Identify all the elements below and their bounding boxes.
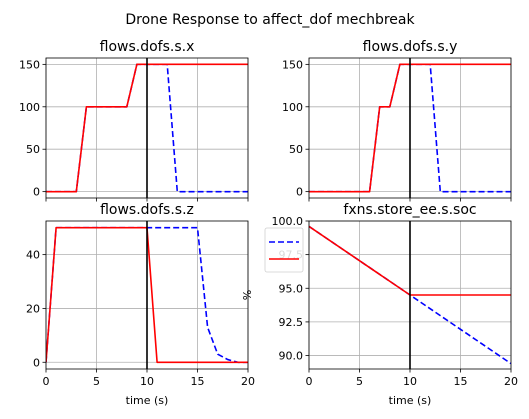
y-tick-label: 100 [282, 101, 303, 114]
x-axis-label: time (s) [126, 394, 169, 407]
subplots: 050100150flows.dofs.s.x050100150flows.do… [19, 39, 518, 407]
y-tick-label: 0 [296, 186, 303, 199]
x-tick-label: 5 [356, 375, 363, 388]
y-axis-label: % [241, 290, 254, 300]
x-tick-label: 15 [191, 375, 205, 388]
y-tick-label: 40 [26, 249, 40, 262]
subplot-1: 0 50 100 150 flows.dofs.s.x [19, 39, 249, 202]
subplot-2: 0 50 100 150 flows.dofs.s.y [282, 39, 512, 202]
subplot-title: flows.dofs.s.z [100, 202, 194, 218]
subplot-4: 0510152090.092.595.097.5100.0fxns.store_… [241, 202, 518, 407]
figure-suptitle: Drone Response to affect_dof mechbreak [125, 12, 415, 28]
x-tick-label: 20 [504, 375, 518, 388]
x-tick-label: 10 [140, 375, 154, 388]
x-tick-label: 0 [43, 375, 50, 388]
subplot-title: fxns.store_ee.s.soc [343, 202, 476, 218]
x-axis-label: time (s) [389, 394, 432, 407]
x-tick-label: 10 [403, 375, 417, 388]
y-tick-label: 100.0 [272, 215, 304, 228]
y-tick-label: 20 [26, 302, 40, 315]
legend [264, 227, 304, 273]
y-tick-label: 92.5 [279, 316, 304, 329]
y-tick-label: 95.0 [279, 282, 304, 295]
y-tick-label: 90.0 [279, 350, 304, 363]
y-tick-label: 150 [19, 58, 40, 71]
x-tick-label: 20 [241, 375, 255, 388]
y-tick-label: 50 [289, 143, 303, 156]
subplot-3: 0 5 10 15 20 0 20 40 flows.dofs.s.z time (s) [26, 202, 255, 407]
subplot-title: flows.dofs.s.y [363, 39, 458, 55]
y-tick-label: 150 [282, 58, 303, 71]
x-tick-label: 5 [93, 375, 100, 388]
y-tick-label: 100 [19, 101, 40, 114]
legend-box [264, 227, 304, 273]
y-tick-label: 0 [33, 356, 40, 369]
y-tick-label: 0 [33, 186, 40, 199]
x-tick-label: 0 [306, 375, 313, 388]
subplot-title: flows.dofs.s.x [100, 39, 195, 55]
y-tick-label: 50 [26, 143, 40, 156]
x-tick-label: 15 [454, 375, 468, 388]
